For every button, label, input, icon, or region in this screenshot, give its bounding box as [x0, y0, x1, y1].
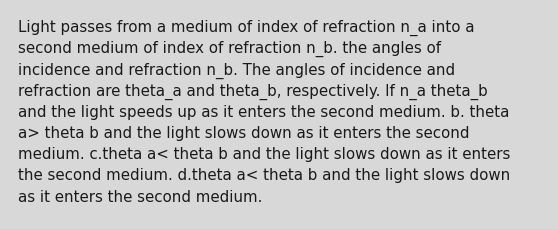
Text: second medium of index of refraction n_b. the angles of: second medium of index of refraction n_b… — [18, 41, 441, 57]
Text: and the light speeds up as it enters the second medium. b. theta: and the light speeds up as it enters the… — [18, 104, 509, 119]
Text: as it enters the second medium.: as it enters the second medium. — [18, 189, 262, 204]
Text: incidence and refraction n_b. The angles of incidence and: incidence and refraction n_b. The angles… — [18, 62, 455, 78]
Text: a> theta b and the light slows down as it enters the second: a> theta b and the light slows down as i… — [18, 125, 469, 140]
Text: the second medium. d.theta a< theta b and the light slows down: the second medium. d.theta a< theta b an… — [18, 168, 510, 183]
Text: medium. c.theta a< theta b and the light slows down as it enters: medium. c.theta a< theta b and the light… — [18, 147, 511, 161]
Text: Light passes from a medium of index of refraction n_a into a: Light passes from a medium of index of r… — [18, 20, 474, 36]
Text: refraction are theta_a and theta_b, respectively. If n_a theta_b: refraction are theta_a and theta_b, resp… — [18, 83, 488, 99]
